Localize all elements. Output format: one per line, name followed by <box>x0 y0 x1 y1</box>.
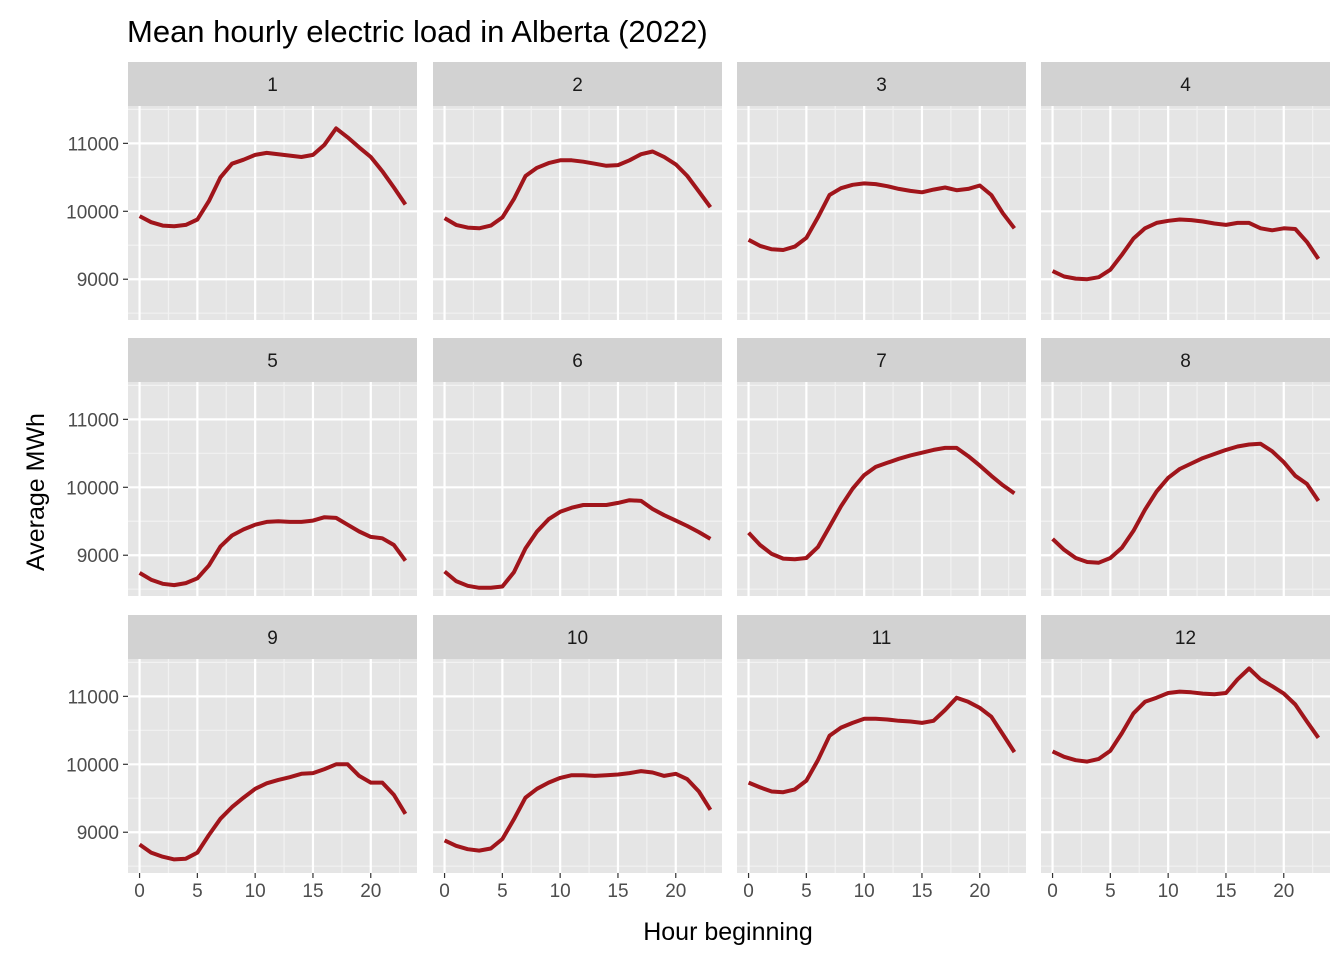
y-tick-label: 9000 <box>77 823 119 844</box>
facet-panel-8: 8 <box>1041 338 1330 596</box>
series-line-month-7 <box>747 445 1016 562</box>
facet-strip-label: 1 <box>267 75 278 96</box>
facet-strip <box>737 615 1026 659</box>
facet-strip-label: 7 <box>876 351 887 372</box>
facet-strip <box>1041 338 1330 382</box>
facet-strip-label: 8 <box>1180 351 1191 372</box>
x-tick-label: 20 <box>1273 881 1294 902</box>
series-line-month-8 <box>1051 441 1321 565</box>
x-tick-label: 10 <box>245 881 266 902</box>
facet-strip <box>433 615 722 659</box>
facet-strip <box>1041 615 1330 659</box>
panel-background <box>433 106 722 320</box>
panel-background <box>128 659 417 873</box>
panel-background <box>737 106 1026 320</box>
facet-panel-2: 2 <box>433 62 722 320</box>
panel-background <box>737 659 1026 873</box>
x-tick-label: 5 <box>801 881 812 902</box>
facet-panel-7: 7 <box>737 338 1026 596</box>
facet-panel-5: 5 9000 10000 11000 <box>66 338 417 596</box>
x-tick-label: 15 <box>911 881 932 902</box>
y-tick-label: 10000 <box>66 478 119 499</box>
series-line-month-9 <box>138 762 408 862</box>
panel-background <box>433 382 722 596</box>
y-tick-label: 10000 <box>66 755 119 776</box>
x-tick-label: 20 <box>969 881 990 902</box>
x-tick-label: 5 <box>1105 881 1116 902</box>
x-tick-label: 15 <box>302 881 323 902</box>
facet-panel-6: 6 <box>433 338 722 596</box>
series-line-month-10 <box>443 769 713 853</box>
x-tick-label: 20 <box>665 881 686 902</box>
y-tick-label: 10000 <box>66 202 119 223</box>
facet-panel-11: 11 0 5 10 15 20 <box>737 615 1026 902</box>
facet-strip-label: 3 <box>876 75 887 96</box>
panel-background <box>128 106 417 320</box>
series-line-month-1 <box>138 126 408 229</box>
x-tick-label: 5 <box>192 881 203 902</box>
x-tick-label: 0 <box>743 881 754 902</box>
series-line-month-4 <box>1051 217 1321 282</box>
x-tick-label: 0 <box>134 881 145 902</box>
x-tick-label: 0 <box>439 881 450 902</box>
facet-strip <box>737 62 1026 106</box>
facet-strip-label: 6 <box>572 351 583 372</box>
facet-panel-10: 10 0 5 10 15 20 <box>433 615 722 902</box>
facet-strip <box>1041 62 1330 106</box>
series-line-month-5 <box>138 515 408 588</box>
facet-panel-1: 1 9000 10000 11000 <box>66 62 417 320</box>
facet-strip <box>737 338 1026 382</box>
facet-panel-4: 4 <box>1041 62 1330 320</box>
y-tick-label: 11000 <box>68 134 119 155</box>
facet-strip-label: 4 <box>1180 75 1191 96</box>
panel-background <box>1041 106 1330 320</box>
x-tick-label: 5 <box>497 881 508 902</box>
facet-strip-label: 5 <box>267 351 278 372</box>
chart-title: Mean hourly electric load in Alberta (20… <box>127 14 708 49</box>
x-tick-label: 0 <box>1047 881 1058 902</box>
x-tick-label: 20 <box>360 881 381 902</box>
facet-panel-12: 12 0 5 10 15 20 <box>1041 615 1330 902</box>
facet-strip <box>433 338 722 382</box>
facet-strip <box>433 62 722 106</box>
y-tick-label: 9000 <box>77 546 119 567</box>
facet-strip-label: 2 <box>572 75 583 96</box>
y-tick-label: 9000 <box>77 270 119 291</box>
facet-strip <box>128 615 417 659</box>
facet-strip <box>128 338 417 382</box>
x-tick-label: 10 <box>854 881 875 902</box>
x-axis-title: Hour beginning <box>643 918 813 946</box>
y-tick-label: 11000 <box>68 687 119 708</box>
y-axis-title: Average MWh <box>22 413 50 571</box>
series-line-month-6 <box>443 498 712 590</box>
series-line-month-3 <box>747 181 1016 252</box>
panel-background <box>1041 382 1330 596</box>
x-tick-label: 10 <box>550 881 571 902</box>
panel-background <box>433 659 722 873</box>
x-tick-label: 15 <box>1215 881 1236 902</box>
x-tick-label: 10 <box>1158 881 1179 902</box>
facet-strip-label: 10 <box>567 628 588 649</box>
facet-panel-3: 3 <box>737 62 1026 320</box>
facet-panel-9: 9 9000 10000 11000 0 5 10 15 20 <box>66 615 417 902</box>
series-line-month-12 <box>1051 666 1321 764</box>
series-line-month-2 <box>443 149 713 231</box>
facet-strip-label: 12 <box>1175 628 1196 649</box>
panel-background <box>737 382 1026 596</box>
y-tick-label: 11000 <box>68 410 119 431</box>
facet-strip-label: 9 <box>267 628 278 649</box>
series-line-month-11 <box>747 695 1017 795</box>
facet-strip-label: 11 <box>872 628 892 649</box>
panel-background <box>128 382 417 596</box>
x-tick-label: 15 <box>607 881 628 902</box>
facet-strip <box>128 62 417 106</box>
